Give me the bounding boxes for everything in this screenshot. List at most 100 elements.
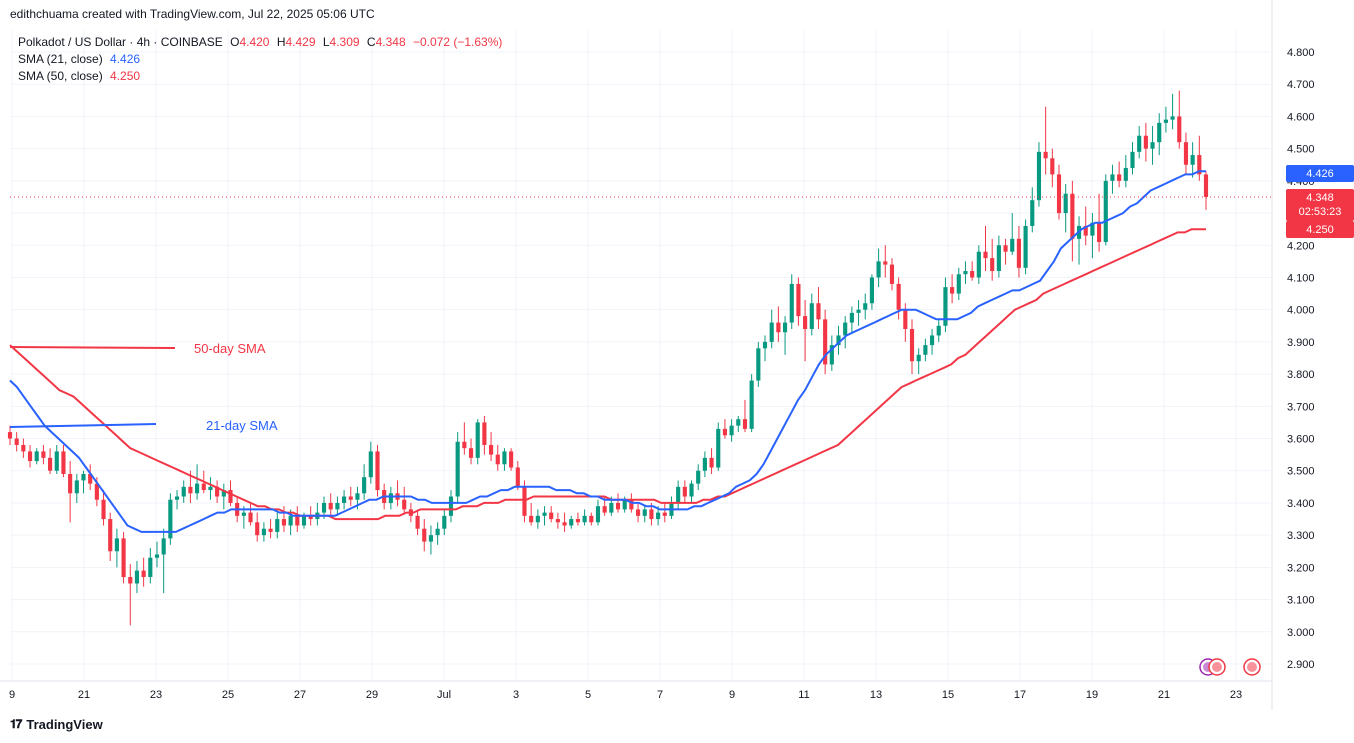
candle-body [468,448,474,458]
candle-body [215,486,220,497]
candle-body [1117,174,1122,181]
candle-body [68,473,73,494]
y-tick-label: 3.500 [1287,466,1315,478]
candle-body [208,486,213,491]
y-tick-label: 4.100 [1287,272,1315,284]
candle-body [769,322,774,342]
candle-body [248,512,253,523]
candle-body [562,522,567,526]
event-flag-dot [1212,662,1222,672]
close-value: 4.348 [375,35,406,49]
candle-body [201,483,206,491]
candle-body [782,322,788,333]
x-tick-label: 21 [1158,689,1170,701]
candle-body [569,519,574,526]
candle-body [422,528,427,542]
y-tick-label: 3.300 [1287,530,1315,542]
candle-body [589,515,594,523]
candle-body [709,457,714,468]
x-tick-label: 9 [9,689,15,701]
candle-body [88,473,93,484]
sma50-annotation: 50-day SMA [194,341,266,356]
candle-body [582,515,587,523]
candle-body [963,271,968,275]
sma21-legend-row[interactable]: SMA (21, close) 4.426 [18,51,502,68]
candle-body [1143,135,1148,149]
candle-body [789,283,794,323]
candle-body [428,535,434,542]
y-tick-label: 3.600 [1287,434,1315,446]
candle-body [81,473,86,481]
candle-body [923,345,928,355]
event-flag-dot [1247,662,1257,672]
candle-body [94,483,99,500]
candle-body [876,261,881,278]
candle-body [803,316,808,330]
candle-body [181,486,186,497]
y-tick-label: 3.200 [1287,562,1315,574]
candle-body [856,309,861,313]
sma50-legend-row[interactable]: SMA (50, close) 4.250 [18,68,502,85]
candle-body [281,519,287,526]
x-tick-label: 29 [366,689,378,701]
x-tick-label: 13 [870,689,882,701]
candle-body [48,457,53,471]
candle-body [916,354,921,362]
candle-body [462,441,467,449]
candle-body [388,493,393,503]
candle-body [1177,116,1182,143]
candle-body [762,341,768,349]
candle-body [609,502,614,513]
candle-body [676,486,681,503]
candle-body [1097,222,1102,243]
tradingview-brand[interactable]: 𝟏𝟕 TradingView [10,717,103,732]
candle-body [595,506,601,523]
candle-body [348,496,353,500]
candle-body [729,425,734,436]
ohlc-row: Polkadot / US Dollar · 4h · COINBASE O4.… [18,34,502,51]
change-value: −0.072 (−1.63%) [412,35,503,49]
candle-body [295,515,300,526]
candle-body [843,322,848,336]
sma21-legend-value: 4.426 [110,52,141,66]
x-tick-label: 19 [1086,689,1098,701]
candle-body [435,528,440,536]
candle-body [455,441,460,497]
candle-body [241,512,246,516]
x-tick-label: 25 [222,689,234,701]
candle-body [615,502,621,510]
candle-body [275,519,280,532]
y-tick-label: 2.900 [1287,659,1315,671]
low-label: L [322,35,330,49]
candle-body [301,515,307,526]
candle-body [1190,155,1195,165]
candle-body [716,428,721,468]
candle-body [1016,238,1021,268]
tradingview-logo-icon: 𝟏𝟕 [10,717,22,731]
candle-body [1137,135,1142,152]
y-tick-label: 3.700 [1287,401,1315,413]
candle-body [635,509,641,516]
candle-body [1110,174,1115,181]
y-tick-label: 4.700 [1287,79,1315,91]
candle-body [542,512,547,516]
candle-body [134,570,140,584]
candle-body [1170,116,1175,120]
sma50-annotation-line [9,346,176,349]
candle-body [896,283,901,310]
y-tick-label: 4.600 [1287,111,1315,123]
candle-body [128,577,133,584]
sma21-legend-label: SMA (21, close) [18,52,103,66]
candle-body [529,515,534,523]
candle-body [1030,200,1035,226]
candle-body [656,512,661,520]
x-tick-label: 11 [798,689,809,701]
candle-body [288,515,293,526]
candle-body [121,538,126,578]
symbol-title[interactable]: Polkadot / US Dollar · 4h · COINBASE [18,35,223,49]
candle-body [682,486,687,497]
x-tick-label: 21 [78,689,90,701]
candle-body [702,457,707,471]
x-tick-label: 17 [1014,689,1026,701]
